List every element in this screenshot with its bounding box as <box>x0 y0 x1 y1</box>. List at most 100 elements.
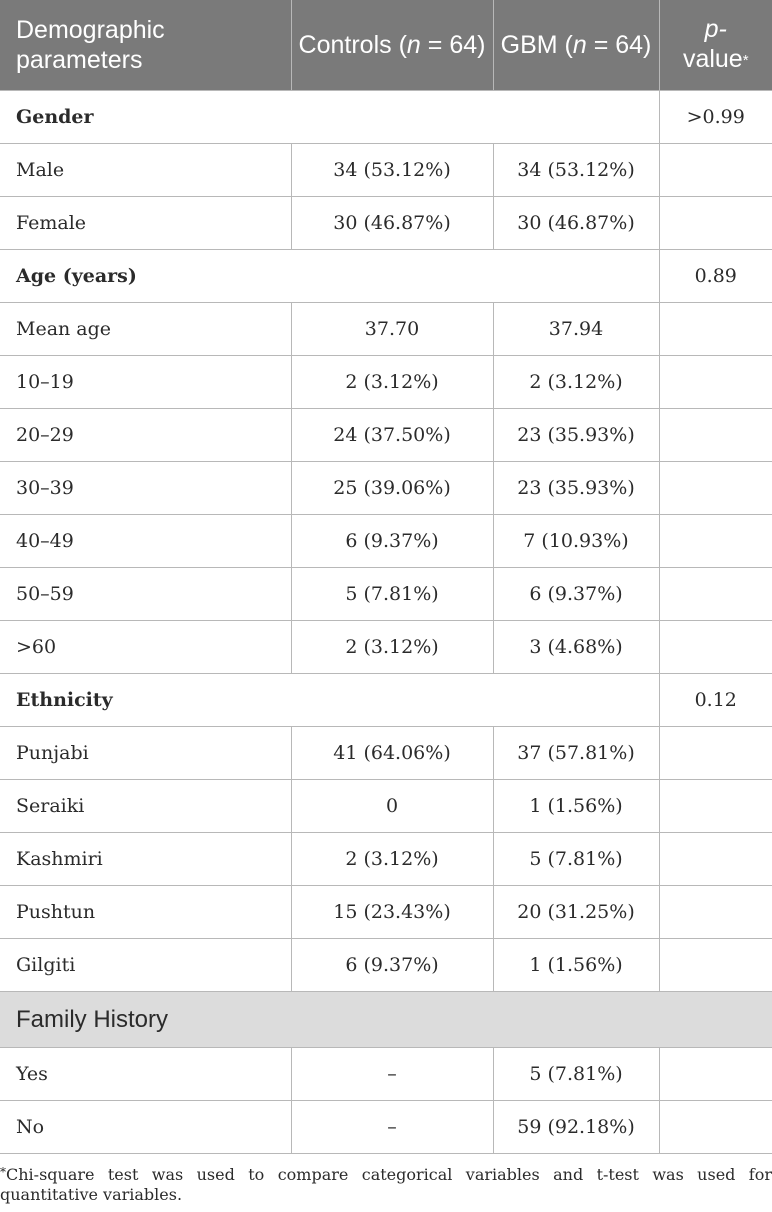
gbm-cell: 5 (7.81%) <box>493 1047 660 1101</box>
controls-cell: 5 (7.81%) <box>291 567 494 621</box>
table-row: Pushtun 15 (23.43%) 20 (31.25%) <box>0 885 772 939</box>
section-label: Family History <box>0 991 772 1048</box>
gbm-cell: 6 (9.37%) <box>493 567 660 621</box>
gbm-cell: 23 (35.93%) <box>493 461 660 515</box>
table-row: Female 30 (46.87%) 30 (46.87%) <box>0 196 772 250</box>
header-demographic-parameters: Demographic parameters <box>0 0 292 91</box>
row-label: 30–39 <box>0 461 292 515</box>
p-value-cell <box>659 620 772 674</box>
table-header-row: Demographic parameters Controls (n = 64)… <box>0 0 772 91</box>
p-value-cell <box>659 461 772 515</box>
table-row: 30–39 25 (39.06%) 23 (35.93%) <box>0 461 772 515</box>
controls-cell: – <box>291 1100 494 1154</box>
controls-cell: 2 (3.12%) <box>291 355 494 409</box>
row-label: >60 <box>0 620 292 674</box>
gbm-cell: 7 (10.93%) <box>493 514 660 568</box>
row-label: 10–19 <box>0 355 292 409</box>
table-row: Punjabi 41 (64.06%) 37 (57.81%) <box>0 726 772 780</box>
controls-cell: 15 (23.43%) <box>291 885 494 939</box>
p-value-cell <box>659 885 772 939</box>
p-value-cell <box>659 1047 772 1101</box>
table-row: 50–59 5 (7.81%) 6 (9.37%) <box>0 567 772 621</box>
controls-cell: 25 (39.06%) <box>291 461 494 515</box>
table-footnote: *Chi-square test was used to compare cat… <box>0 1162 772 1205</box>
row-label: 40–49 <box>0 514 292 568</box>
gbm-cell: 1 (1.56%) <box>493 938 660 992</box>
footnote-marker: * <box>0 1165 6 1179</box>
table-row: Kashmiri 2 (3.12%) 5 (7.81%) <box>0 832 772 886</box>
controls-cell: 41 (64.06%) <box>291 726 494 780</box>
p-value-cell: 0.12 <box>659 673 772 727</box>
p-value-cell <box>659 143 772 197</box>
p-value-cell <box>659 1100 772 1154</box>
group-label: Ethnicity <box>0 673 660 727</box>
p-value-cell <box>659 938 772 992</box>
demographics-table: Demographic parameters Controls (n = 64)… <box>0 0 772 1154</box>
row-label: Yes <box>0 1047 292 1101</box>
group-label: Age (years) <box>0 249 660 303</box>
row-label: Pushtun <box>0 885 292 939</box>
controls-cell: 2 (3.12%) <box>291 832 494 886</box>
controls-cell: 6 (9.37%) <box>291 514 494 568</box>
gbm-cell: 5 (7.81%) <box>493 832 660 886</box>
table-row: 10–19 2 (3.12%) 2 (3.12%) <box>0 355 772 409</box>
p-value-cell <box>659 355 772 409</box>
p-value-cell <box>659 726 772 780</box>
header-gbm: GBM (n = 64) <box>493 0 660 91</box>
p-value-cell <box>659 302 772 356</box>
controls-cell: 2 (3.12%) <box>291 620 494 674</box>
controls-cell: 34 (53.12%) <box>291 143 494 197</box>
gbm-cell: 34 (53.12%) <box>493 143 660 197</box>
p-value-cell <box>659 196 772 250</box>
controls-cell: 6 (9.37%) <box>291 938 494 992</box>
table-row: Gilgiti 6 (9.37%) 1 (1.56%) <box>0 938 772 992</box>
table-row: >60 2 (3.12%) 3 (4.68%) <box>0 620 772 674</box>
row-label: 50–59 <box>0 567 292 621</box>
gbm-cell: 1 (1.56%) <box>493 779 660 833</box>
gbm-cell: 3 (4.68%) <box>493 620 660 674</box>
controls-cell: 0 <box>291 779 494 833</box>
table-section-row: Family History <box>0 991 772 1048</box>
table-group-row: Gender >0.99 <box>0 90 772 144</box>
table-row: 20–29 24 (37.50%) 23 (35.93%) <box>0 408 772 462</box>
group-label: Gender <box>0 90 660 144</box>
table-row: No –59 (92.18%) <box>0 1100 772 1154</box>
footnote-text: Chi-square test was used to compare cate… <box>0 1165 772 1204</box>
table-row: Seraiki 0 1 (1.56%) <box>0 779 772 833</box>
p-value-cell: >0.99 <box>659 90 772 144</box>
p-value-cell <box>659 779 772 833</box>
gbm-cell: 37 (57.81%) <box>493 726 660 780</box>
p-value-cell <box>659 408 772 462</box>
p-value-cell <box>659 514 772 568</box>
table-group-row: Ethnicity 0.12 <box>0 673 772 727</box>
controls-cell: 37.70 <box>291 302 494 356</box>
row-label: No <box>0 1100 292 1154</box>
row-label: Kashmiri <box>0 832 292 886</box>
p-value-cell <box>659 832 772 886</box>
row-label: Male <box>0 143 292 197</box>
gbm-cell: 37.94 <box>493 302 660 356</box>
table-row: 40–49 6 (9.37%) 7 (10.93%) <box>0 514 772 568</box>
row-label: Mean age <box>0 302 292 356</box>
controls-cell: – <box>291 1047 494 1101</box>
p-value-cell <box>659 567 772 621</box>
row-label: Seraiki <box>0 779 292 833</box>
header-p-value: p-value* <box>659 0 772 91</box>
gbm-cell: 2 (3.12%) <box>493 355 660 409</box>
row-label: Punjabi <box>0 726 292 780</box>
table-group-row: Age (years) 0.89 <box>0 249 772 303</box>
gbm-cell: 23 (35.93%) <box>493 408 660 462</box>
gbm-cell: 20 (31.25%) <box>493 885 660 939</box>
p-value-cell: 0.89 <box>659 249 772 303</box>
gbm-cell: 30 (46.87%) <box>493 196 660 250</box>
table-body: Gender >0.99 Male 34 (53.12%) 34 (53.12%) Fem… <box>0 90 772 1154</box>
controls-cell: 30 (46.87%) <box>291 196 494 250</box>
row-label: Gilgiti <box>0 938 292 992</box>
header-controls: Controls (n = 64) <box>291 0 494 91</box>
gbm-cell: 59 (92.18%) <box>493 1100 660 1154</box>
table-row: Yes –5 (7.81%) <box>0 1047 772 1101</box>
row-label: 20–29 <box>0 408 292 462</box>
table-row: Mean age 37.70 37.94 <box>0 302 772 356</box>
row-label: Female <box>0 196 292 250</box>
table-row: Male 34 (53.12%) 34 (53.12%) <box>0 143 772 197</box>
